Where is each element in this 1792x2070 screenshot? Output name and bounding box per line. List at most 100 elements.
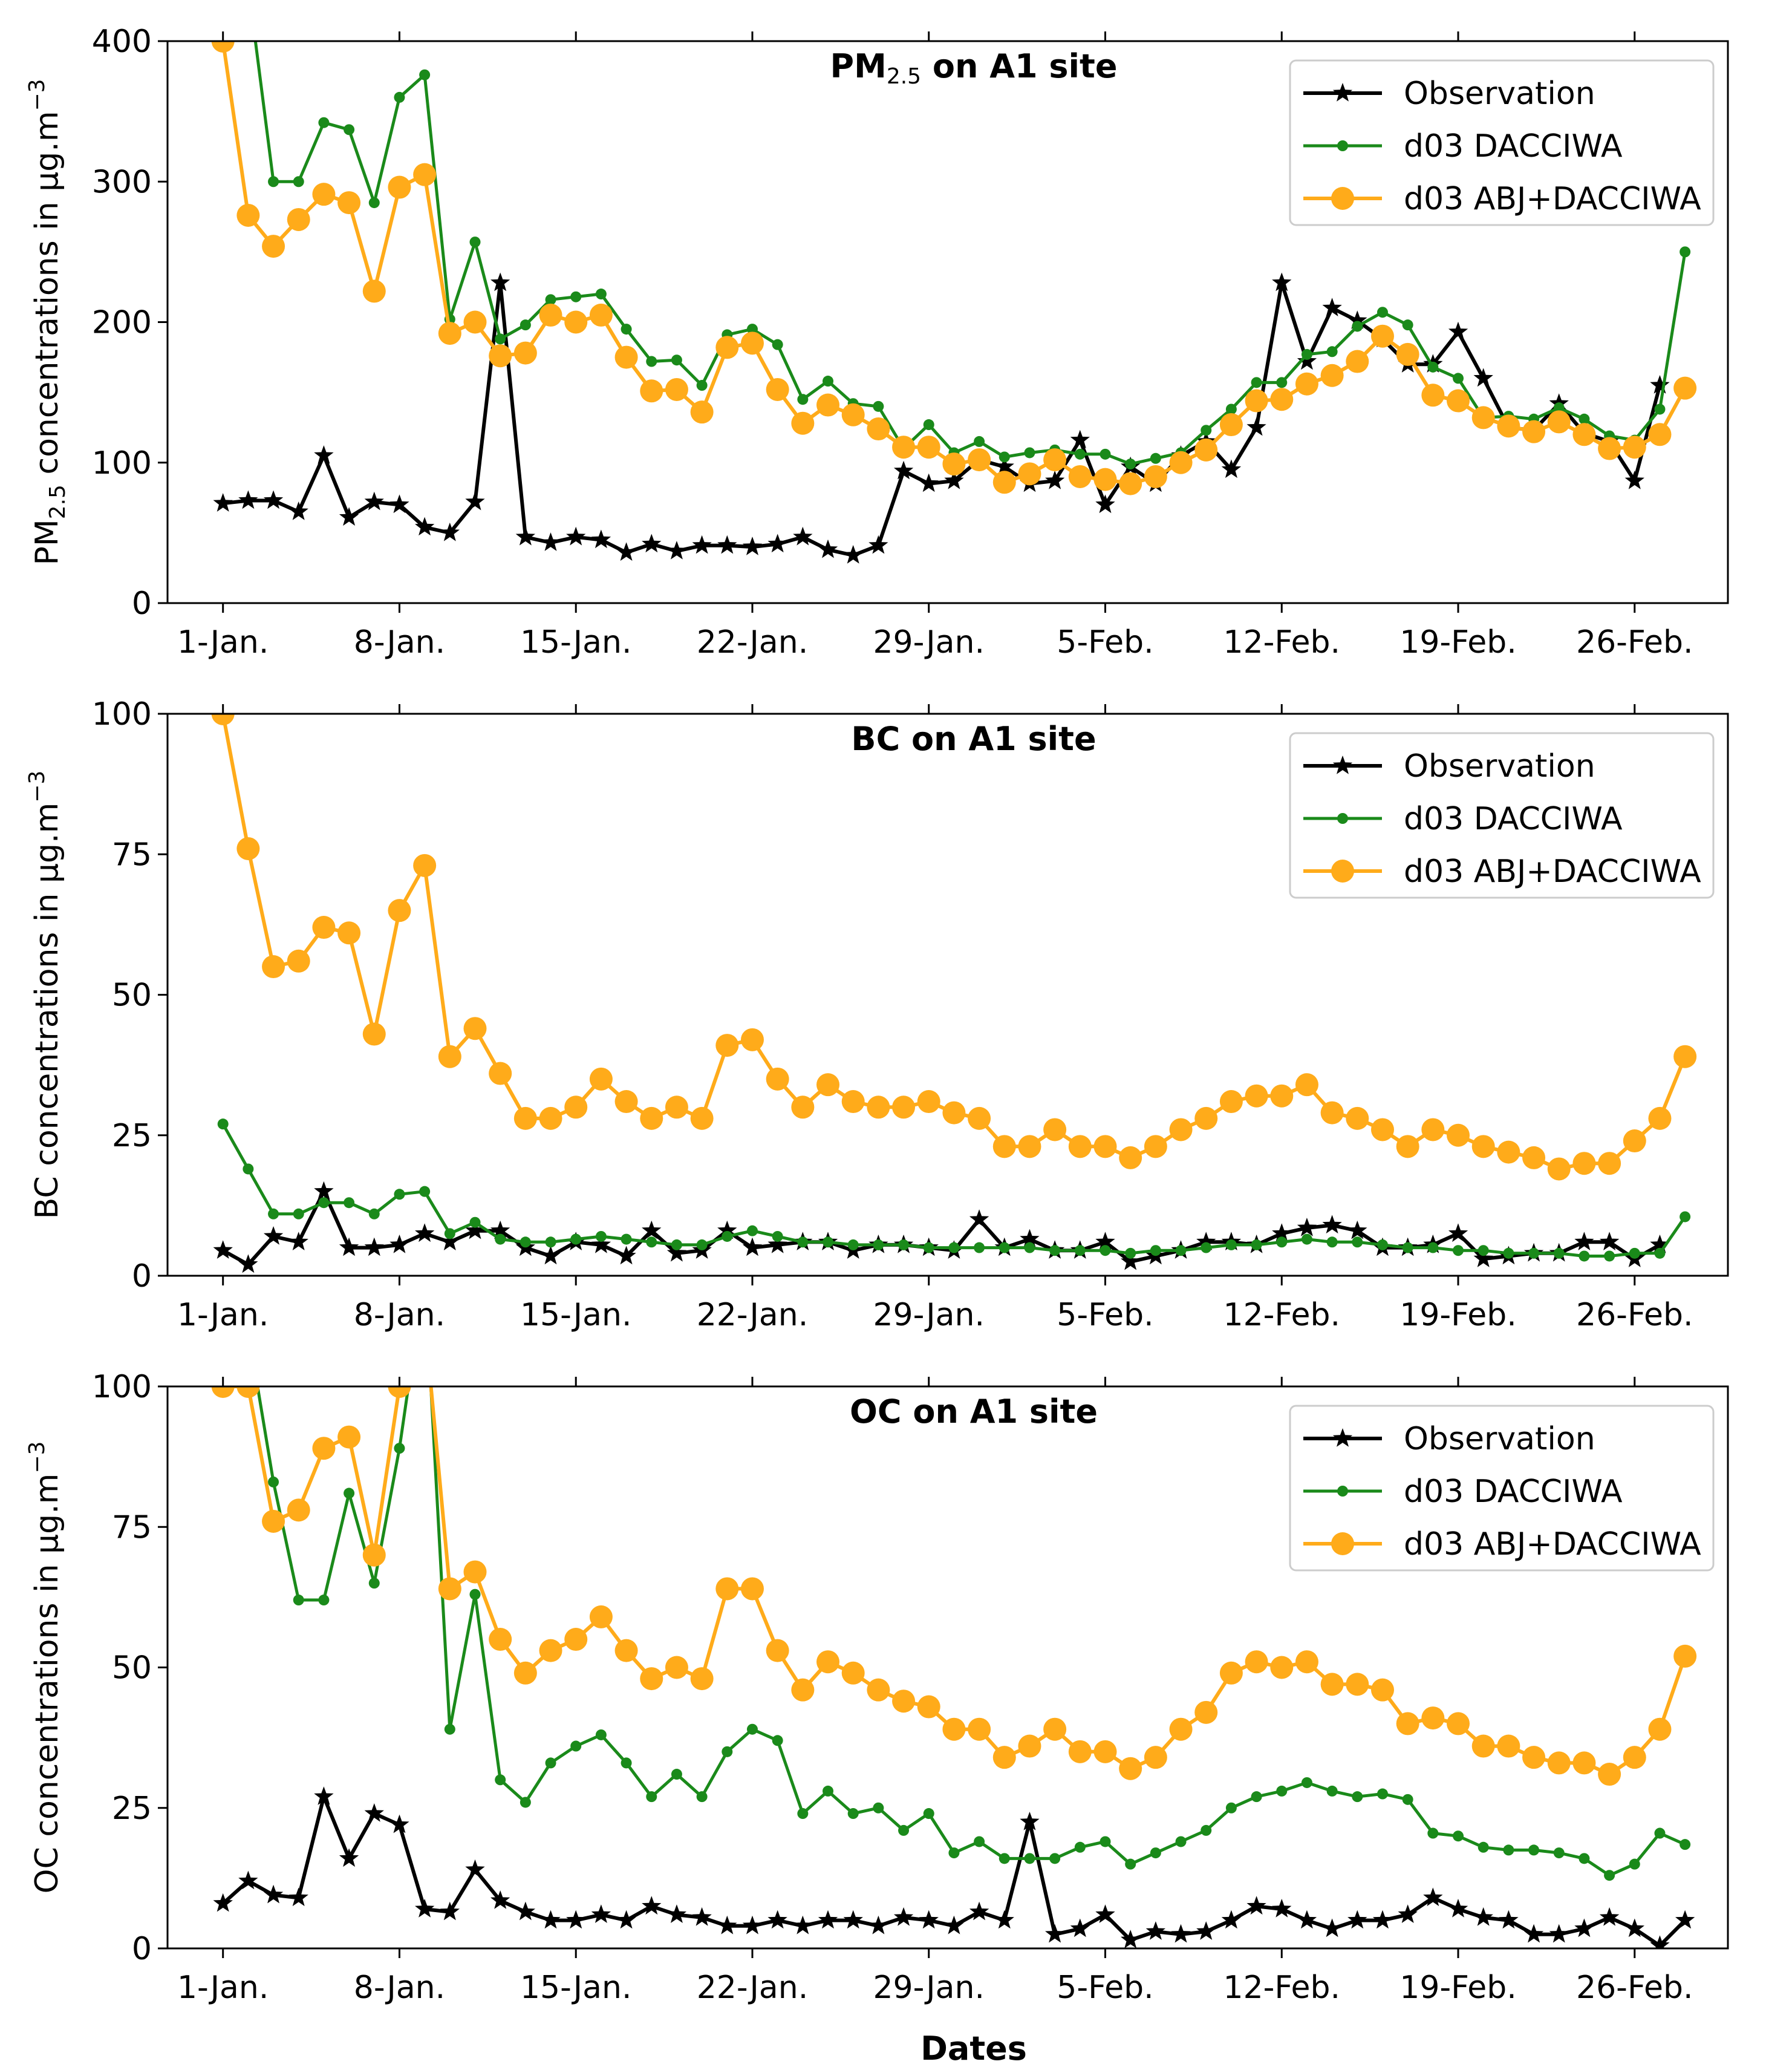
data-point-d03-abj-dacciwa-51: [1471, 1135, 1495, 1158]
data-point-d03-dacciwa-12: [495, 1774, 506, 1786]
data-point-d03-abj-dacciwa-44: [1295, 1073, 1318, 1097]
data-point-d03-dacciwa-27: [873, 400, 884, 412]
data-point-d03-abj-dacciwa-39: [1169, 451, 1193, 474]
data-point-d03-abj-dacciwa-12: [489, 1628, 512, 1651]
data-point-d03-abj-dacciwa-20: [690, 1667, 714, 1691]
data-point-d03-abj-dacciwa-18: [640, 379, 663, 403]
data-point-observation-36: [1095, 494, 1115, 514]
data-point-observation-50: [1448, 1899, 1468, 1918]
data-point-observation-27: [868, 1915, 888, 1935]
data-point-observation-12: [490, 272, 510, 292]
data-point-d03-dacciwa-53: [1528, 1844, 1540, 1856]
legend-box: [1289, 732, 1715, 899]
data-point-observation-33: [1020, 1229, 1040, 1248]
data-point-d03-abj-dacciwa-21: [715, 336, 739, 359]
data-point-d03-dacciwa-25: [823, 376, 834, 387]
data-point-d03-dacciwa-34: [1049, 1853, 1061, 1864]
data-point-d03-abj-dacciwa-3: [262, 235, 285, 258]
data-point-observation-16: [591, 1904, 611, 1923]
data-point-d03-abj-dacciwa-46: [1346, 1106, 1369, 1130]
data-point-d03-dacciwa-29: [923, 419, 934, 431]
data-point-d03-dacciwa-48: [1402, 1794, 1413, 1805]
data-point-d03-abj-dacciwa-31: [968, 1717, 991, 1741]
data-point-d03-abj-dacciwa-34: [1043, 1118, 1067, 1141]
data-point-d03-abj-dacciwa-52: [1497, 1734, 1520, 1758]
data-point-d03-dacciwa-52: [1503, 1844, 1514, 1856]
data-point-d03-dacciwa-2: [243, 1163, 254, 1175]
data-point-d03-abj-dacciwa-16: [589, 303, 613, 327]
data-point-d03-dacciwa-54: [1553, 1847, 1565, 1859]
data-point-d03-abj-dacciwa-13: [513, 341, 537, 365]
x-tick-label: 15-Jan.: [520, 1970, 632, 2006]
data-point-d03-dacciwa-24: [797, 1808, 809, 1820]
data-point-observation-40: [1196, 1232, 1216, 1250]
data-point-observation-8: [389, 1234, 409, 1253]
data-point-observation-24: [793, 1915, 813, 1935]
data-point-observation-46: [1347, 1910, 1367, 1929]
data-point-d03-abj-dacciwa-13: [513, 1661, 537, 1685]
data-point-d03-dacciwa-7: [368, 1578, 380, 1589]
y-axis-label: OC concentrations in µg.m−3: [25, 1441, 65, 1894]
x-tick-label: 26-Feb.: [1576, 1297, 1693, 1333]
data-point-observation-11: [465, 1859, 485, 1878]
data-point-observation-9: [415, 517, 435, 536]
data-point-d03-abj-dacciwa-57: [1623, 1129, 1646, 1153]
data-point-d03-dacciwa-8: [394, 91, 405, 103]
data-point-d03-abj-dacciwa-56: [1598, 1152, 1621, 1175]
data-point-d03-abj-dacciwa-28: [892, 1690, 916, 1713]
data-point-d03-abj-dacciwa-15: [564, 1095, 588, 1119]
data-point-d03-dacciwa-40: [1201, 1242, 1212, 1253]
data-point-observation-38: [1145, 1921, 1165, 1940]
data-point-d03-dacciwa-47: [1377, 307, 1388, 318]
data-point-d03-dacciwa-11: [469, 1588, 481, 1600]
data-point-d03-dacciwa-10: [444, 1228, 455, 1239]
data-point-observation-4: [288, 1232, 308, 1250]
data-point-d03-abj-dacciwa-34: [1043, 1717, 1067, 1741]
series-line-observation: [222, 1189, 1661, 1267]
data-point-d03-dacciwa-15: [570, 1233, 582, 1245]
data-point-observation-48: [1398, 1904, 1418, 1923]
data-point-observation-19: [666, 541, 687, 560]
data-point-d03-abj-dacciwa-46: [1346, 350, 1369, 373]
data-point-d03-abj-dacciwa-9: [413, 854, 437, 877]
data-point-d03-dacciwa-8: [394, 1189, 405, 1200]
data-point-d03-abj-dacciwa-33: [1018, 1734, 1041, 1758]
data-point-observation-6: [339, 1237, 359, 1256]
data-point-d03-abj-dacciwa-36: [1093, 1135, 1117, 1158]
data-point-d03-abj-dacciwa-58: [1648, 1717, 1672, 1741]
data-point-d03-abj-dacciwa-40: [1194, 1106, 1218, 1130]
data-point-d03-dacciwa-23: [772, 1735, 783, 1746]
data-point-d03-abj-dacciwa-37: [1119, 472, 1142, 495]
data-point-d03-abj-dacciwa-16: [589, 1067, 613, 1091]
data-point-d03-abj-dacciwa-25: [816, 1073, 840, 1097]
data-point-d03-dacciwa-21: [722, 1746, 733, 1757]
data-point-d03-dacciwa-48: [1402, 1242, 1413, 1253]
data-point-d03-abj-dacciwa-14: [539, 303, 562, 327]
data-point-d03-dacciwa-16: [595, 289, 607, 300]
data-point-observation-25: [818, 539, 838, 558]
data-point-observation-20: [692, 535, 712, 554]
data-point-d03-abj-dacciwa-17: [614, 1090, 638, 1114]
data-point-d03-abj-dacciwa-41: [1219, 413, 1243, 437]
data-point-observation-30: [944, 470, 964, 489]
data-point-d03-abj-dacciwa-40: [1194, 438, 1218, 462]
data-point-d03-abj-dacciwa-49: [1421, 384, 1445, 407]
data-point-d03-abj-dacciwa-13: [513, 1106, 537, 1130]
x-tick-label: 22-Jan.: [697, 1297, 809, 1333]
x-tick-label: 26-Feb.: [1576, 624, 1693, 661]
data-point-d03-abj-dacciwa-7: [362, 1022, 386, 1046]
data-point-observation-7: [364, 1803, 384, 1822]
data-point-d03-dacciwa-50: [1453, 1245, 1464, 1256]
data-point-d03-abj-dacciwa-7: [362, 1543, 386, 1567]
data-point-d03-abj-dacciwa-27: [867, 417, 890, 441]
data-point-observation-51: [1473, 1249, 1493, 1267]
data-point-observation-51: [1473, 368, 1493, 387]
data-point-d03-abj-dacciwa-27: [867, 1678, 890, 1702]
data-point-d03-dacciwa-10: [444, 1723, 455, 1735]
data-point-d03-dacciwa-18: [646, 1236, 657, 1248]
data-point-observation-30: [944, 1915, 964, 1935]
data-point-observation-40: [1196, 1921, 1216, 1940]
data-point-d03-dacciwa-20: [696, 1791, 708, 1803]
data-point-observation-37: [1121, 1251, 1141, 1270]
data-point-d03-dacciwa-16: [595, 1729, 607, 1740]
